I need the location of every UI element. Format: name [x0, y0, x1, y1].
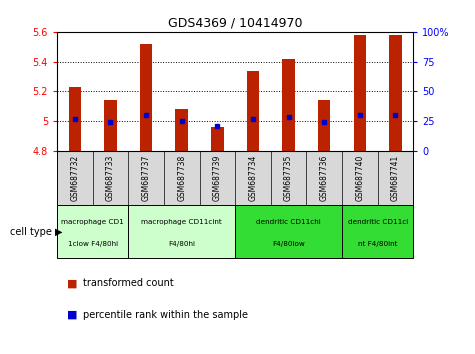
- Text: GSM687738: GSM687738: [177, 155, 186, 201]
- Bar: [175, 109, 188, 151]
- Bar: [104, 101, 117, 151]
- Bar: [282, 59, 295, 151]
- Text: F4/80hi: F4/80hi: [168, 241, 195, 246]
- Text: GSM687741: GSM687741: [391, 155, 400, 201]
- Text: GSM687733: GSM687733: [106, 155, 115, 201]
- Text: ▶: ▶: [55, 227, 62, 237]
- Text: 1clow F4/80hi: 1clow F4/80hi: [67, 241, 118, 246]
- Text: dendritic CD11chi: dendritic CD11chi: [256, 219, 321, 225]
- Bar: [353, 35, 366, 151]
- Text: ■: ■: [66, 278, 77, 288]
- Text: ■: ■: [66, 310, 77, 320]
- Text: GSM687732: GSM687732: [70, 155, 79, 201]
- Bar: [128, 205, 235, 258]
- Text: GSM687735: GSM687735: [284, 155, 293, 201]
- Text: GSM687739: GSM687739: [213, 155, 222, 201]
- Text: GSM687734: GSM687734: [248, 155, 257, 201]
- Bar: [247, 70, 259, 151]
- Text: transformed count: transformed count: [83, 278, 174, 288]
- Text: GSM687736: GSM687736: [320, 155, 329, 201]
- Text: cell type: cell type: [10, 227, 52, 237]
- Bar: [342, 205, 413, 258]
- Text: nt F4/80int: nt F4/80int: [358, 241, 398, 246]
- Bar: [68, 87, 81, 151]
- Text: dendritic CD11ci: dendritic CD11ci: [348, 219, 408, 225]
- Text: GSM687737: GSM687737: [142, 155, 151, 201]
- Text: F4/80low: F4/80low: [272, 241, 305, 246]
- Bar: [235, 205, 342, 258]
- Text: macrophage CD1: macrophage CD1: [61, 219, 124, 225]
- Text: percentile rank within the sample: percentile rank within the sample: [83, 310, 248, 320]
- Text: GSM687740: GSM687740: [355, 155, 364, 201]
- Bar: [318, 101, 331, 151]
- Bar: [140, 44, 152, 151]
- Bar: [211, 127, 224, 151]
- Bar: [57, 205, 128, 258]
- Bar: [389, 35, 402, 151]
- Text: macrophage CD11cint: macrophage CD11cint: [142, 219, 222, 225]
- Title: GDS4369 / 10414970: GDS4369 / 10414970: [168, 16, 303, 29]
